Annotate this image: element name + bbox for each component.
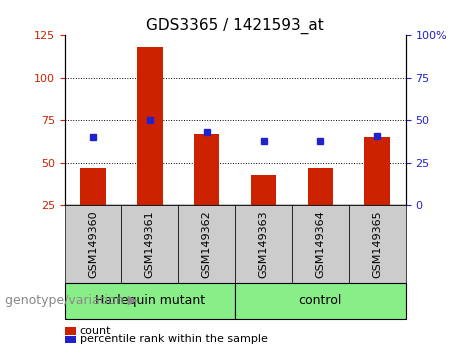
Bar	[137, 47, 163, 205]
Bar	[194, 134, 219, 205]
Text: count: count	[80, 326, 111, 336]
Bar	[365, 137, 390, 205]
Title: GDS3365 / 1421593_at: GDS3365 / 1421593_at	[146, 18, 324, 34]
Text: Harlequin mutant: Harlequin mutant	[95, 295, 205, 307]
Bar	[307, 168, 333, 205]
Text: genotype/variation ▶: genotype/variation ▶	[5, 295, 137, 307]
Text: GSM149360: GSM149360	[88, 210, 98, 278]
Bar	[251, 175, 276, 205]
Text: GSM149361: GSM149361	[145, 210, 155, 278]
Text: GSM149364: GSM149364	[315, 210, 325, 278]
Text: GSM149362: GSM149362	[201, 210, 212, 278]
Text: GSM149363: GSM149363	[259, 210, 269, 278]
Bar	[80, 168, 106, 205]
Text: percentile rank within the sample: percentile rank within the sample	[80, 335, 268, 344]
Text: GSM149365: GSM149365	[372, 210, 382, 278]
Text: control: control	[299, 295, 342, 307]
